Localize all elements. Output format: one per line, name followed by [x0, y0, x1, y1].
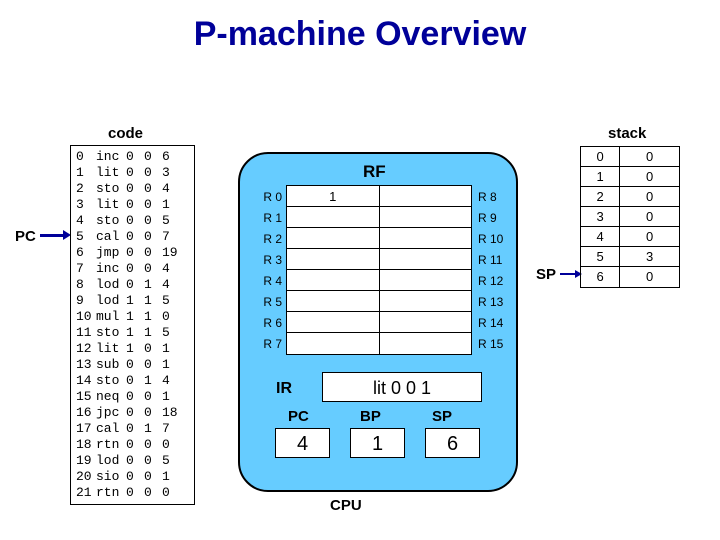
rf-row [287, 333, 471, 354]
pc-reg-label: PC [288, 408, 309, 425]
rf-left-label: R 1 [258, 211, 282, 225]
code-row: 5cal007 [76, 229, 189, 245]
code-row: 16jpc0018 [76, 405, 189, 421]
rf-left-label: R 0 [258, 190, 282, 204]
rf-row [287, 312, 471, 333]
code-row: 11sto115 [76, 325, 189, 341]
rf-row [287, 249, 471, 270]
code-row: 7inc004 [76, 261, 189, 277]
code-row: 6jmp0019 [76, 245, 189, 261]
bp-reg-label: BP [360, 408, 381, 425]
rf-row [287, 228, 471, 249]
rf-left-label: R 7 [258, 337, 282, 351]
sp-arrow-icon [560, 273, 576, 275]
code-row: 12lit101 [76, 341, 189, 357]
rf-left-label: R 6 [258, 316, 282, 330]
pc-arrow-icon [40, 234, 64, 237]
rf-right-label: R 14 [478, 316, 508, 330]
rf-right-label: R 13 [478, 295, 508, 309]
cpu-label: CPU [330, 497, 362, 514]
rf-grid: 1 [286, 185, 472, 355]
code-row: 3lit001 [76, 197, 189, 213]
code-row: 17cal017 [76, 421, 189, 437]
rf-right-label: R 10 [478, 232, 508, 246]
code-row: 4sto005 [76, 213, 189, 229]
rf-right-label: R 8 [478, 190, 508, 204]
rf-right-label: R 12 [478, 274, 508, 288]
stack-row: 30 [581, 207, 679, 227]
code-row: 10mul110 [76, 309, 189, 325]
rf-right-label: R 11 [478, 253, 508, 267]
rf-row: 1 [287, 186, 471, 207]
stack-row: 53 [581, 247, 679, 267]
pc-reg-value: 4 [275, 428, 330, 458]
rf-right-label: R 15 [478, 337, 508, 351]
stack-row: 00 [581, 147, 679, 167]
rf-row [287, 291, 471, 312]
code-row: 13sub001 [76, 357, 189, 373]
rf-left-label: R 4 [258, 274, 282, 288]
stack-row: 10 [581, 167, 679, 187]
code-table: 0inc0061lit0032sto0043lit0014sto0055cal0… [70, 145, 195, 505]
code-row: 21rtn000 [76, 485, 189, 501]
code-row: 15neq001 [76, 389, 189, 405]
rf-label: RF [363, 162, 386, 182]
stack-row: 40 [581, 227, 679, 247]
code-label: code [108, 125, 143, 142]
rf-row [287, 270, 471, 291]
stack-label: stack [608, 125, 646, 142]
stack-table: 00102030405360 [580, 146, 680, 288]
page-title: P-machine Overview [0, 15, 720, 54]
code-row: 19lod005 [76, 453, 189, 469]
stack-row: 20 [581, 187, 679, 207]
code-row: 14sto014 [76, 373, 189, 389]
sp-pointer-label: SP [536, 266, 556, 283]
rf-left-label: R 3 [258, 253, 282, 267]
rf-left-label: R 5 [258, 295, 282, 309]
code-row: 9lod115 [76, 293, 189, 309]
stack-row: 60 [581, 267, 679, 287]
code-row: 2sto004 [76, 181, 189, 197]
rf-right-label: R 9 [478, 211, 508, 225]
code-row: 8lod014 [76, 277, 189, 293]
code-row: 18rtn000 [76, 437, 189, 453]
rf-row [287, 207, 471, 228]
code-row: 1lit003 [76, 165, 189, 181]
bp-reg-value: 1 [350, 428, 405, 458]
ir-label: IR [276, 380, 292, 398]
pc-pointer-label: PC [15, 228, 36, 245]
sp-reg-value: 6 [425, 428, 480, 458]
code-row: 0inc006 [76, 149, 189, 165]
ir-value: lit 0 0 1 [322, 372, 482, 402]
sp-reg-label: SP [432, 408, 452, 425]
code-row: 20sio001 [76, 469, 189, 485]
rf-left-label: R 2 [258, 232, 282, 246]
